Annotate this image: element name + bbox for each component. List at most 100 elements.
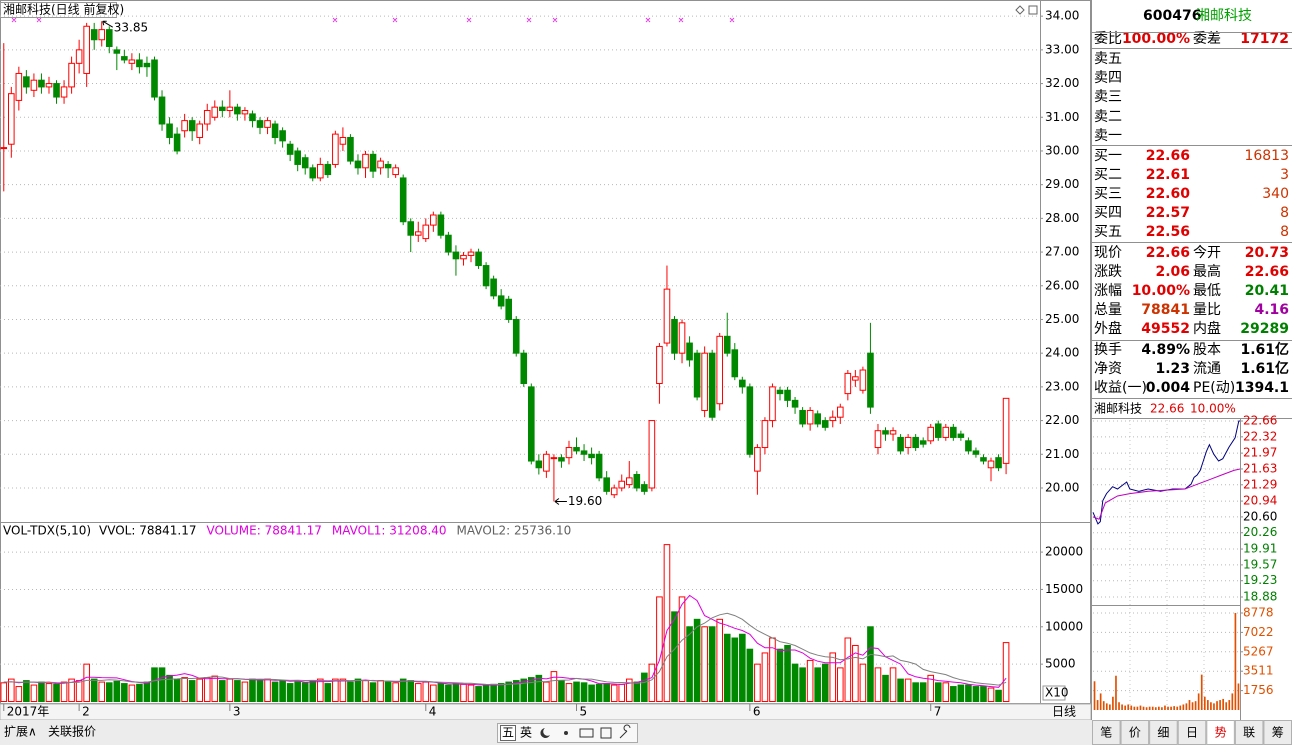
candle-body [347, 136, 354, 162]
volume-bar [912, 682, 919, 703]
volume-bar [603, 683, 610, 702]
quote-cell: 涨幅 [1094, 283, 1122, 299]
candle-body [965, 440, 972, 452]
candle-body [859, 369, 867, 391]
tab[interactable] [1177, 720, 1207, 745]
quote-cell: 卖三 [1094, 89, 1122, 105]
tab-label[interactable]: 笔 [1100, 725, 1112, 740]
volume-bar [987, 687, 995, 703]
candle-body [950, 426, 957, 438]
candle-body [264, 120, 271, 128]
volume-bar [0, 682, 8, 703]
candle-body [166, 123, 173, 138]
quote-cell: 22.56 [1146, 224, 1190, 240]
quote-cell: 最低 [1193, 283, 1221, 299]
volume-bar [1167, 706, 1169, 710]
y-tick-label: 28.00 [1045, 211, 1079, 225]
volume-bar [1207, 700, 1209, 710]
tab[interactable] [1149, 720, 1178, 745]
volume-bar [1148, 706, 1151, 710]
volume-bar [422, 681, 430, 702]
candle-body [414, 231, 422, 236]
tab-label[interactable]: 日 [1186, 726, 1198, 740]
volume-bar [437, 683, 445, 702]
volume-bar [950, 686, 957, 702]
candle-body [641, 484, 648, 492]
candle-body [0, 147, 8, 150]
candle-body [573, 447, 580, 452]
candle-body [143, 62, 151, 68]
window-icons [1015, 5, 1038, 15]
quote-cell: 78841 [1141, 302, 1190, 318]
candle-body [535, 460, 543, 469]
candle-body [995, 457, 1002, 469]
quote-cell: 最高 [1193, 263, 1221, 280]
ime-mode[interactable]: 五 [502, 726, 514, 740]
candle-body [219, 106, 226, 112]
candle-body [158, 96, 166, 125]
quote-cell: 买一 [1094, 148, 1122, 164]
volume-bar [543, 681, 550, 702]
volume-bar [1112, 696, 1114, 710]
volume-bar [1213, 703, 1215, 710]
candle-body [15, 72, 23, 101]
candle-body [769, 386, 776, 422]
tab-label[interactable]: 筹 [1272, 726, 1284, 740]
volume-bar [286, 683, 294, 702]
candle-body [897, 436, 904, 452]
candle-body [234, 106, 241, 115]
volume-bar [407, 680, 415, 703]
candle-body [8, 93, 15, 145]
y-tick-label: 10000 [1045, 619, 1083, 633]
tab-label[interactable]: 价 [1129, 726, 1141, 740]
event-markers [11, 17, 735, 23]
tab-label[interactable]: 联 [1243, 726, 1255, 740]
volume-bar [814, 667, 821, 702]
volume-bar [799, 667, 806, 702]
quote-cell: 4.16 [1254, 302, 1289, 318]
candle-body [354, 160, 362, 169]
volume-bar [271, 681, 279, 702]
candle-body [821, 420, 829, 428]
volume-bar [980, 686, 987, 702]
candle-body [603, 477, 610, 492]
quote-dividers [1092, 32, 1292, 720]
ime-lang[interactable]: 英 [520, 726, 532, 740]
volume-bar [497, 683, 505, 702]
event-marker [11, 17, 735, 23]
tab[interactable] [1234, 720, 1264, 745]
candle-body [460, 254, 467, 260]
candle-body [490, 278, 497, 297]
y-tick-label: 19.23 [1243, 573, 1277, 587]
candle-body [799, 409, 806, 425]
volume-bar [1002, 642, 1010, 702]
y-tick-label: 33.00 [1045, 42, 1079, 56]
stock-name: 湘邮科技 [1196, 8, 1252, 24]
y-tick-label: 20.00 [1045, 480, 1079, 494]
y-tick-label: 31.00 [1045, 110, 1079, 124]
candle-body [889, 430, 897, 435]
volume-bar [294, 681, 301, 702]
volume-bar [965, 684, 972, 703]
related-quotes[interactable]: 关联报价 [48, 724, 96, 739]
volume-bar [369, 682, 377, 703]
tab-label[interactable]: 细 [1157, 726, 1169, 740]
volume-bar [723, 633, 731, 702]
volume-title: VOL-TDX(5,10) [3, 524, 91, 538]
y-tick-label: 20000 [1045, 545, 1083, 559]
candle-body [656, 345, 663, 385]
volume-bar [708, 626, 716, 703]
volume-bar [1096, 700, 1099, 710]
tab[interactable] [1263, 720, 1292, 745]
period-button[interactable]: 日线 [1052, 705, 1076, 719]
volume-bar [641, 672, 648, 702]
tab-label[interactable]: 势 [1215, 726, 1227, 740]
expand-button[interactable]: 扩展∧ [4, 725, 37, 739]
volume-bar [1222, 698, 1224, 710]
volume-bar [821, 663, 829, 702]
quote-cell: 买四 [1094, 205, 1122, 221]
candle-body [565, 447, 573, 459]
volume-bar [528, 677, 535, 703]
